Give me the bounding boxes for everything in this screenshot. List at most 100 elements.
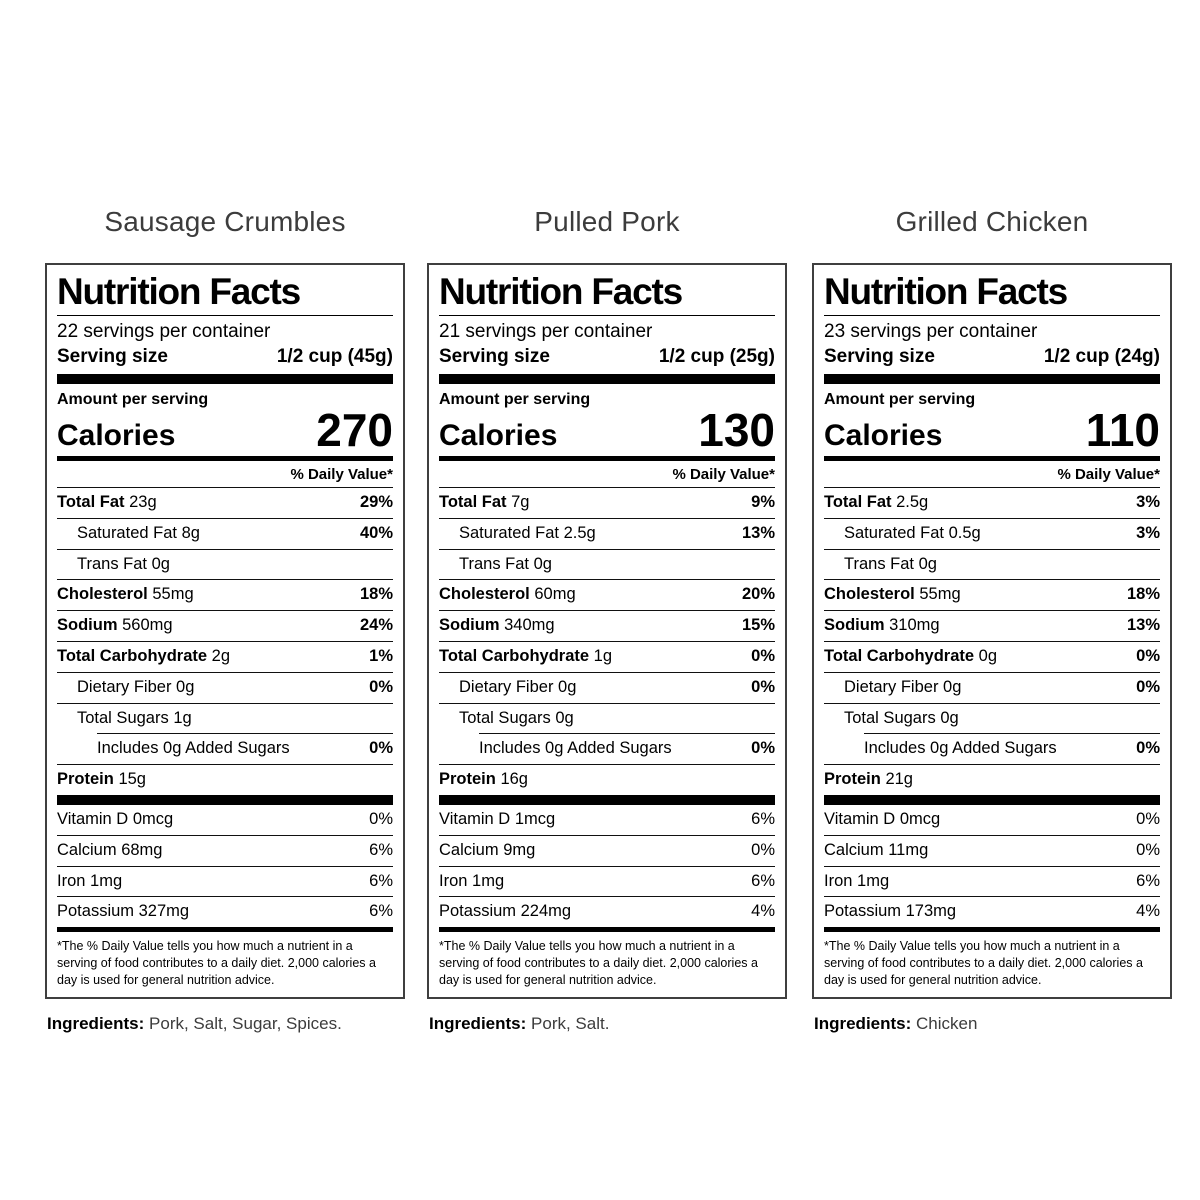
nutrient-name: Dietary Fiber bbox=[844, 677, 939, 696]
calories-value: 110 bbox=[1085, 403, 1160, 456]
daily-value-percent: 1% bbox=[369, 647, 393, 666]
nutrient-amount: 15g bbox=[118, 770, 146, 789]
nutrient-name-amount: Includes 0g Added Sugars bbox=[479, 739, 672, 759]
vitamin-row: Potassium 224mg 4% bbox=[439, 896, 775, 927]
nutrient-row: Total Fat 7g 9% bbox=[439, 487, 775, 518]
nutrient-name: Iron bbox=[824, 871, 853, 890]
nutrient-amount: 2.5g bbox=[563, 523, 596, 542]
serving-size-value: 1/2 cup (45g) bbox=[276, 345, 393, 367]
nutrition-facts-label: Nutrition Facts 22 servings per containe… bbox=[45, 263, 405, 999]
nutrient-name: Iron bbox=[57, 871, 86, 890]
nutrient-name-amount: Sodium 310mg bbox=[824, 616, 940, 636]
nutrient-row: Total Sugars 0g bbox=[824, 702, 1160, 734]
nutrient-name: Total Carbohydrate bbox=[824, 647, 975, 666]
nutrient-amount: 0g bbox=[943, 677, 962, 696]
nutrient-name-amount: Iron 1mg bbox=[439, 872, 504, 892]
nutrient-name-amount: Vitamin D 0mcg bbox=[824, 810, 940, 830]
nutrient-amount: 0g bbox=[940, 708, 959, 727]
nutrient-row: Includes 0g Added Sugars 0% bbox=[864, 733, 1160, 764]
vitamin-row: Iron 1mg 6% bbox=[439, 865, 775, 897]
daily-value-header: % Daily Value* bbox=[1057, 466, 1160, 484]
ingredients-value: Pork, Salt. bbox=[531, 1013, 610, 1033]
product-title: Sausage Crumbles bbox=[104, 206, 346, 237]
thick-divider-bar bbox=[57, 373, 393, 384]
calories-value: 130 bbox=[698, 403, 775, 456]
vitamin-row: Iron 1mg 6% bbox=[824, 865, 1160, 897]
nutrient-amount: 55mg bbox=[919, 585, 961, 604]
nutrient-name: Total Sugars bbox=[844, 708, 936, 727]
daily-value-percent: 3% bbox=[1136, 523, 1160, 542]
nutrient-amount: 23g bbox=[129, 493, 157, 512]
ingredients-label: Ingredients: bbox=[47, 1013, 145, 1033]
nutrient-amount: 310mg bbox=[889, 616, 940, 635]
nutrient-name-amount: Potassium 327mg bbox=[57, 902, 189, 922]
nutrient-row: Dietary Fiber 0g 0% bbox=[824, 671, 1160, 703]
servings-per-container: 23 servings per container bbox=[824, 320, 1038, 342]
servings-per-container: 21 servings per container bbox=[439, 320, 653, 342]
nutrient-row: Total Carbohydrate 1g 0% bbox=[439, 641, 775, 672]
thick-divider-bar bbox=[824, 795, 1160, 805]
amount-per-serving-label: Amount per serving bbox=[439, 390, 591, 408]
nutrient-row: Protein 15g bbox=[57, 764, 393, 795]
daily-value-percent: 0% bbox=[751, 739, 775, 758]
nutrient-name: Dietary Fiber bbox=[77, 677, 172, 696]
nutrient-row: Sodium 340mg 15% bbox=[439, 610, 775, 641]
nutrient-amount: 16g bbox=[500, 770, 528, 789]
daily-value-percent: 40% bbox=[359, 523, 393, 542]
nutrient-row: Protein 16g bbox=[439, 764, 775, 795]
daily-value-percent: 0% bbox=[751, 647, 775, 666]
daily-value-percent: 0% bbox=[1136, 810, 1160, 828]
vitamin-row: Vitamin D 0mcg 0% bbox=[824, 805, 1160, 835]
nutrient-amount: 224mg bbox=[520, 902, 572, 921]
nutrient-name-amount: Sodium 340mg bbox=[439, 616, 555, 636]
label-column: Pulled Pork Nutrition Facts 21 servings … bbox=[427, 206, 787, 1034]
daily-value-percent: 0% bbox=[369, 677, 393, 696]
daily-value-header: % Daily Value* bbox=[290, 466, 393, 484]
nutrient-name-amount: Calcium 9mg bbox=[439, 841, 535, 861]
label-column: Grilled Chicken Nutrition Facts 23 servi… bbox=[812, 206, 1172, 1034]
nutrient-name-amount: Total Carbohydrate 1g bbox=[439, 647, 612, 667]
nutrient-row: Includes 0g Added Sugars 0% bbox=[479, 733, 775, 764]
nutrient-name: Sodium bbox=[824, 616, 885, 635]
nutrient-row: Saturated Fat 2.5g 13% bbox=[439, 517, 775, 549]
calories-label: Calories bbox=[439, 418, 558, 452]
nutrient-name-amount: Potassium 173mg bbox=[824, 902, 956, 922]
nutrient-name-amount: Total Fat 7g bbox=[439, 493, 529, 513]
amount-per-serving-label: Amount per serving bbox=[824, 390, 976, 408]
nutrient-amount: 1mg bbox=[90, 871, 123, 890]
daily-value-percent: 0% bbox=[1136, 739, 1160, 758]
daily-value-header: % Daily Value* bbox=[672, 466, 775, 484]
nutrient-row: Trans Fat 0g bbox=[824, 548, 1160, 580]
nutrient-name: Cholesterol bbox=[57, 585, 148, 604]
nutrient-amount: 1mg bbox=[472, 871, 505, 890]
serving-size-label: Serving size bbox=[824, 345, 935, 367]
serving-size-label: Serving size bbox=[439, 345, 550, 367]
nutrient-amount: 1mg bbox=[857, 871, 890, 890]
nutrient-amount: 173mg bbox=[905, 902, 957, 921]
nutrient-name: Trans Fat bbox=[459, 554, 529, 573]
nutrient-name-amount: Protein 16g bbox=[439, 770, 528, 790]
nutrient-name-amount: Saturated Fat 2.5g bbox=[439, 524, 596, 544]
label-column: Sausage Crumbles Nutrition Facts 22 serv… bbox=[45, 206, 405, 1034]
daily-value-percent: 0% bbox=[1136, 840, 1160, 859]
nutrient-name: Total Carbohydrate bbox=[57, 647, 208, 666]
daily-value-percent: 3% bbox=[1136, 493, 1160, 512]
nutrition-facts-heading: Nutrition Facts bbox=[439, 272, 775, 316]
daily-value-percent: 0% bbox=[1136, 677, 1160, 696]
serving-size-row: Serving size 1/2 cup (25g) bbox=[439, 346, 775, 374]
nutrient-rows: Total Fat 2.5g 3% Saturated Fat 0.5g 3% Tran… bbox=[824, 487, 1160, 795]
daily-value-percent: 20% bbox=[741, 585, 775, 604]
nutrient-name-amount: Iron 1mg bbox=[57, 872, 122, 892]
nutrient-name-amount: Potassium 224mg bbox=[439, 902, 571, 922]
nutrient-name: Vitamin D bbox=[57, 810, 129, 828]
nutrient-name: Sodium bbox=[439, 616, 500, 635]
nutrient-row: Dietary Fiber 0g 0% bbox=[439, 671, 775, 703]
daily-value-percent: 9% bbox=[751, 493, 775, 512]
nutrition-facts-label: Nutrition Facts 23 servings per containe… bbox=[812, 263, 1172, 999]
nutrient-name-amount: Calcium 11mg bbox=[824, 841, 928, 861]
nutrient-name: Protein bbox=[57, 770, 114, 789]
nutrient-name-amount: Saturated Fat 0.5g bbox=[824, 524, 981, 544]
nutrient-amount: 8g bbox=[181, 523, 200, 542]
nutrition-facts-heading: Nutrition Facts bbox=[824, 272, 1160, 316]
daily-value-percent: 18% bbox=[359, 585, 393, 604]
